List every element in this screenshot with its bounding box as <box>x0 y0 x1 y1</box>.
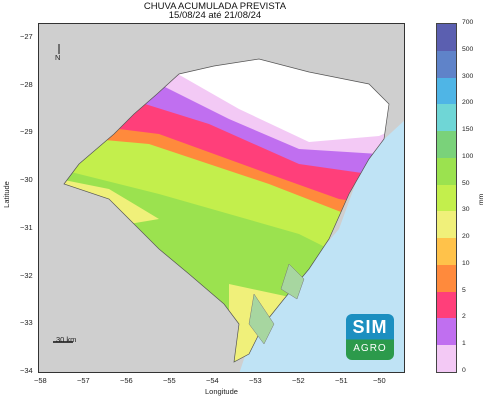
colorbar-tick: 700 <box>462 19 474 26</box>
y-tick: −34 <box>20 366 33 375</box>
colorbar-segment <box>437 24 456 52</box>
north-label: N <box>55 53 61 62</box>
colorbar-tick: 300 <box>462 72 474 80</box>
colorbar-segment <box>437 131 456 159</box>
ocean <box>239 120 404 372</box>
y-tick: −30 <box>20 175 33 184</box>
colorbar-segment <box>437 104 456 132</box>
colorbar <box>436 23 457 373</box>
x-tick: −57 <box>77 376 90 385</box>
y-tick: −27 <box>20 32 33 41</box>
scale-label: 30 km <box>56 335 77 344</box>
colorbar-tick: 100 <box>462 152 474 160</box>
colorbar-segment <box>437 77 456 105</box>
logo-top-text: SIM <box>352 317 388 337</box>
colorbar-segment <box>437 211 456 239</box>
rain-map <box>39 24 404 372</box>
x-tick: −52 <box>292 376 305 385</box>
chart-subtitle: 15/08/24 até 21/08/24 <box>168 10 262 21</box>
y-tick: −33 <box>20 318 33 327</box>
colorbar-segment <box>437 238 456 266</box>
y-tick: −28 <box>20 80 33 89</box>
colorbar-tick: 50 <box>462 179 470 187</box>
x-tick: −54 <box>206 376 219 385</box>
lagoon-south <box>248 293 275 345</box>
map-frame <box>38 23 405 373</box>
y-axis-label: Latitude <box>1 181 11 208</box>
x-axis-label: Longitude <box>205 387 238 396</box>
colorbar-tick: 20 <box>462 233 470 241</box>
x-tick: −56 <box>120 376 133 385</box>
colorbar-segment <box>437 50 456 79</box>
colorbar-segment <box>437 184 456 212</box>
colorbar-segment <box>437 291 456 319</box>
x-tick: −55 <box>163 376 176 385</box>
colorbar-tick: 200 <box>462 99 474 107</box>
colorbar-tick: 500 <box>462 45 474 53</box>
colorbar-tick: 30 <box>462 206 470 214</box>
colorbar-segment <box>437 318 456 346</box>
chart-title: CHUVA ACUMULADA PREVISTA <box>143 1 287 12</box>
colorbar-tick: 1 <box>462 340 466 348</box>
x-tick: −58 <box>34 376 47 385</box>
lagoon <box>280 263 305 300</box>
sim-agro-logo: SIM AGRO <box>346 314 394 360</box>
logo-bottom-text: AGRO <box>353 343 387 354</box>
x-tick: −50 <box>373 376 386 385</box>
colorbar-tick: 0 <box>462 367 466 374</box>
y-tick: −32 <box>20 271 33 280</box>
colorbar-tick: 5 <box>462 286 466 294</box>
colorbar-segment <box>437 264 456 293</box>
x-tick: −51 <box>335 376 348 385</box>
colorbar-tick: 2 <box>462 313 466 321</box>
colorbar-segment <box>437 345 456 373</box>
x-tick: −53 <box>249 376 262 385</box>
colorbar-unit: mm <box>478 193 486 206</box>
colorbar-tick: 150 <box>462 126 474 134</box>
colorbar-segment <box>437 157 456 186</box>
y-tick: −31 <box>20 223 33 232</box>
y-tick: −29 <box>20 127 33 136</box>
colorbar-tick: 10 <box>462 259 470 267</box>
